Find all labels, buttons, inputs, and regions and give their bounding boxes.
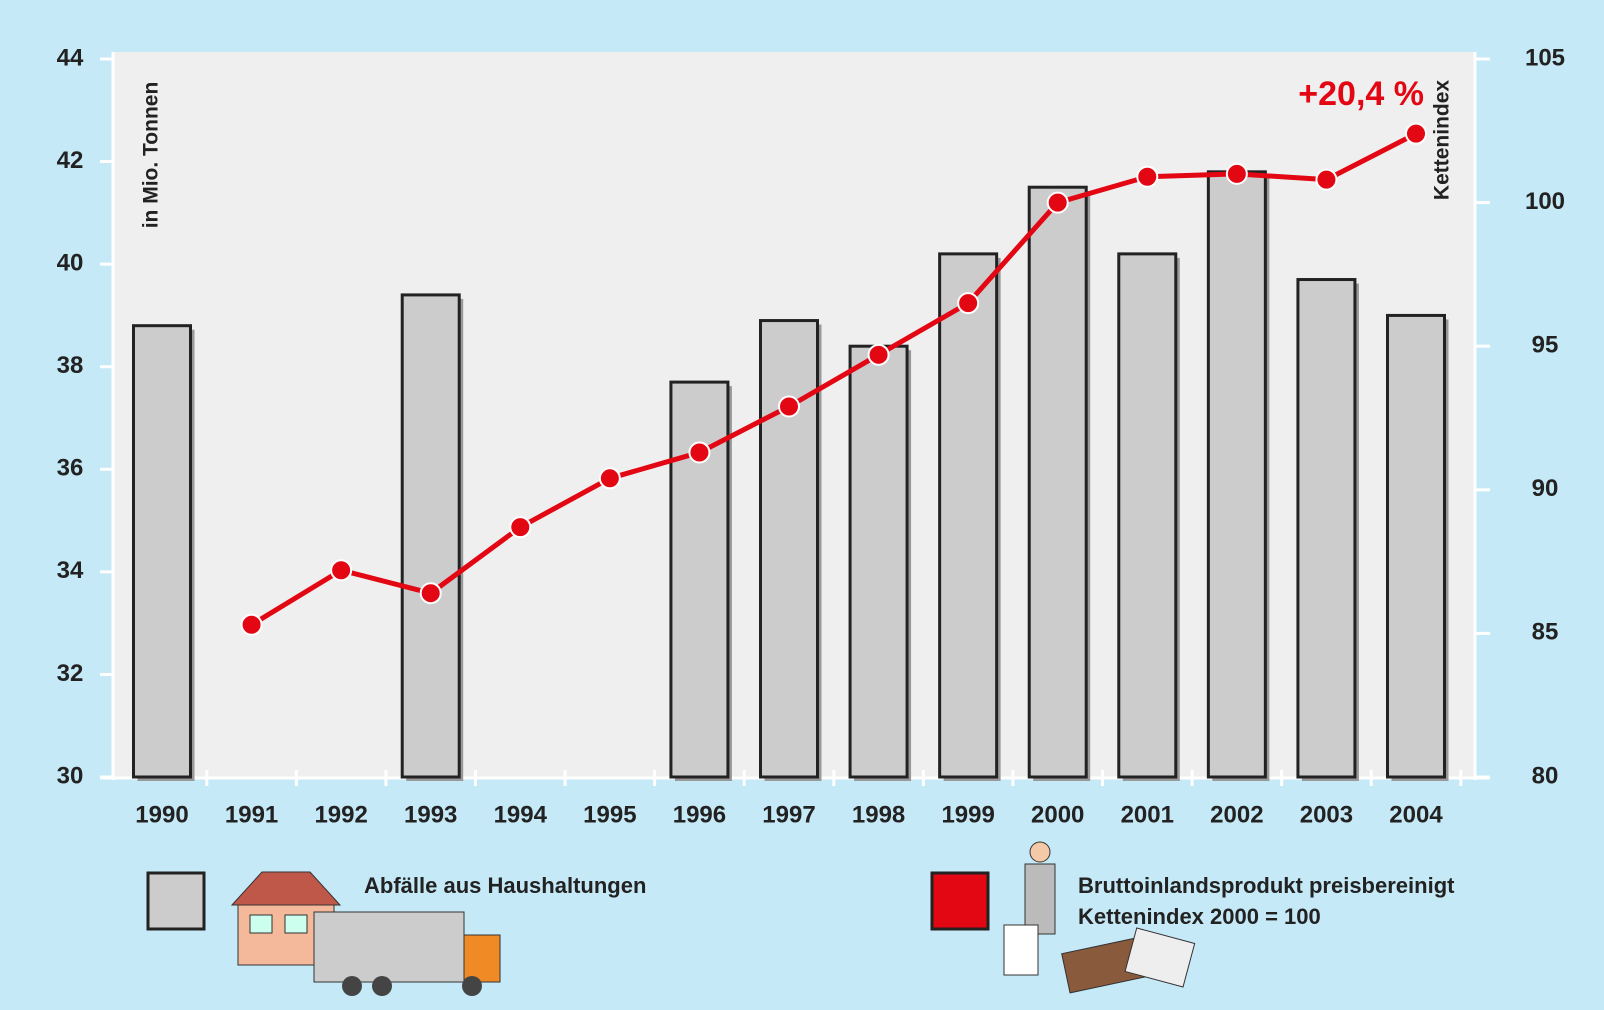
bar [132,324,192,779]
y-tick-label: 38 [57,352,84,379]
x-tick-label: 1999 [941,801,994,828]
legend-label: Bruttoinlandsprodukt preisbereinigt Kett… [1078,873,1455,929]
x-tick-label: 2002 [1210,801,1263,828]
point [330,559,353,582]
point [598,467,621,490]
point [240,613,263,636]
point [1046,191,1069,214]
x-tick-label: 2003 [1300,801,1353,828]
bar [848,344,909,779]
x-tick-label: 1990 [135,801,188,828]
bar [1117,252,1178,779]
y2-tick-label: 100 [1525,188,1565,215]
x-tick-label: 1993 [404,801,457,828]
x-tick-label: 2004 [1389,801,1443,828]
y2-tick-label: 85 [1532,619,1559,646]
bar [759,319,819,779]
x-tick-label: 1998 [852,801,905,828]
bar [1027,185,1088,779]
bar [1296,278,1357,779]
x-tick-label: 1995 [583,801,636,828]
point [957,292,980,315]
x-tick-label: 2001 [1121,801,1174,828]
bar [400,293,461,779]
y-tick-label: 34 [57,557,84,584]
y-tick-label: 44 [57,44,84,71]
x-tick-label: 1997 [762,801,815,828]
y-tick-label: 40 [57,249,84,276]
y-tick-label: 36 [57,455,84,482]
x-tick-label: 1992 [314,801,367,828]
bar [1386,313,1446,779]
annotation: +20,4 % [1298,75,1424,113]
x-tick-label: 1994 [494,801,548,828]
point [867,343,890,366]
point [688,441,711,464]
point [1315,168,1338,191]
y2-axis-label: Kettenindex [1431,80,1454,201]
point [419,582,442,605]
shopper-icon [1003,841,1196,994]
y-axis-label: in Mio. Tonnen [140,82,163,229]
y2-tick-label: 90 [1532,475,1559,502]
bar [1206,170,1267,779]
x-tick-label: 2000 [1031,801,1084,828]
marks: 30 32 34 36 38 40 42 44 80 85 90 95 100 105 1990 1991 19… [57,44,1565,828]
legend-swatch [146,871,206,931]
y2-tick-label: 95 [1532,332,1559,359]
point [778,395,800,418]
legend-swatch [930,871,990,931]
y2-tick-label: 80 [1532,762,1559,789]
line [250,131,1418,627]
household-icon [230,871,501,996]
bar [938,252,999,779]
point [1405,122,1427,145]
y-tick-label: 32 [57,660,84,687]
point [1225,162,1248,185]
legend-label: Abfälle aus Haushaltungen [364,873,647,898]
y2-tick-label: 105 [1525,44,1565,71]
point [509,516,532,539]
x-tick-label: 1991 [225,801,278,828]
point [1136,165,1159,188]
y-tick-label: 42 [57,147,84,174]
y-tick-label: 30 [57,762,84,789]
x-tick-label: 1996 [673,801,726,828]
